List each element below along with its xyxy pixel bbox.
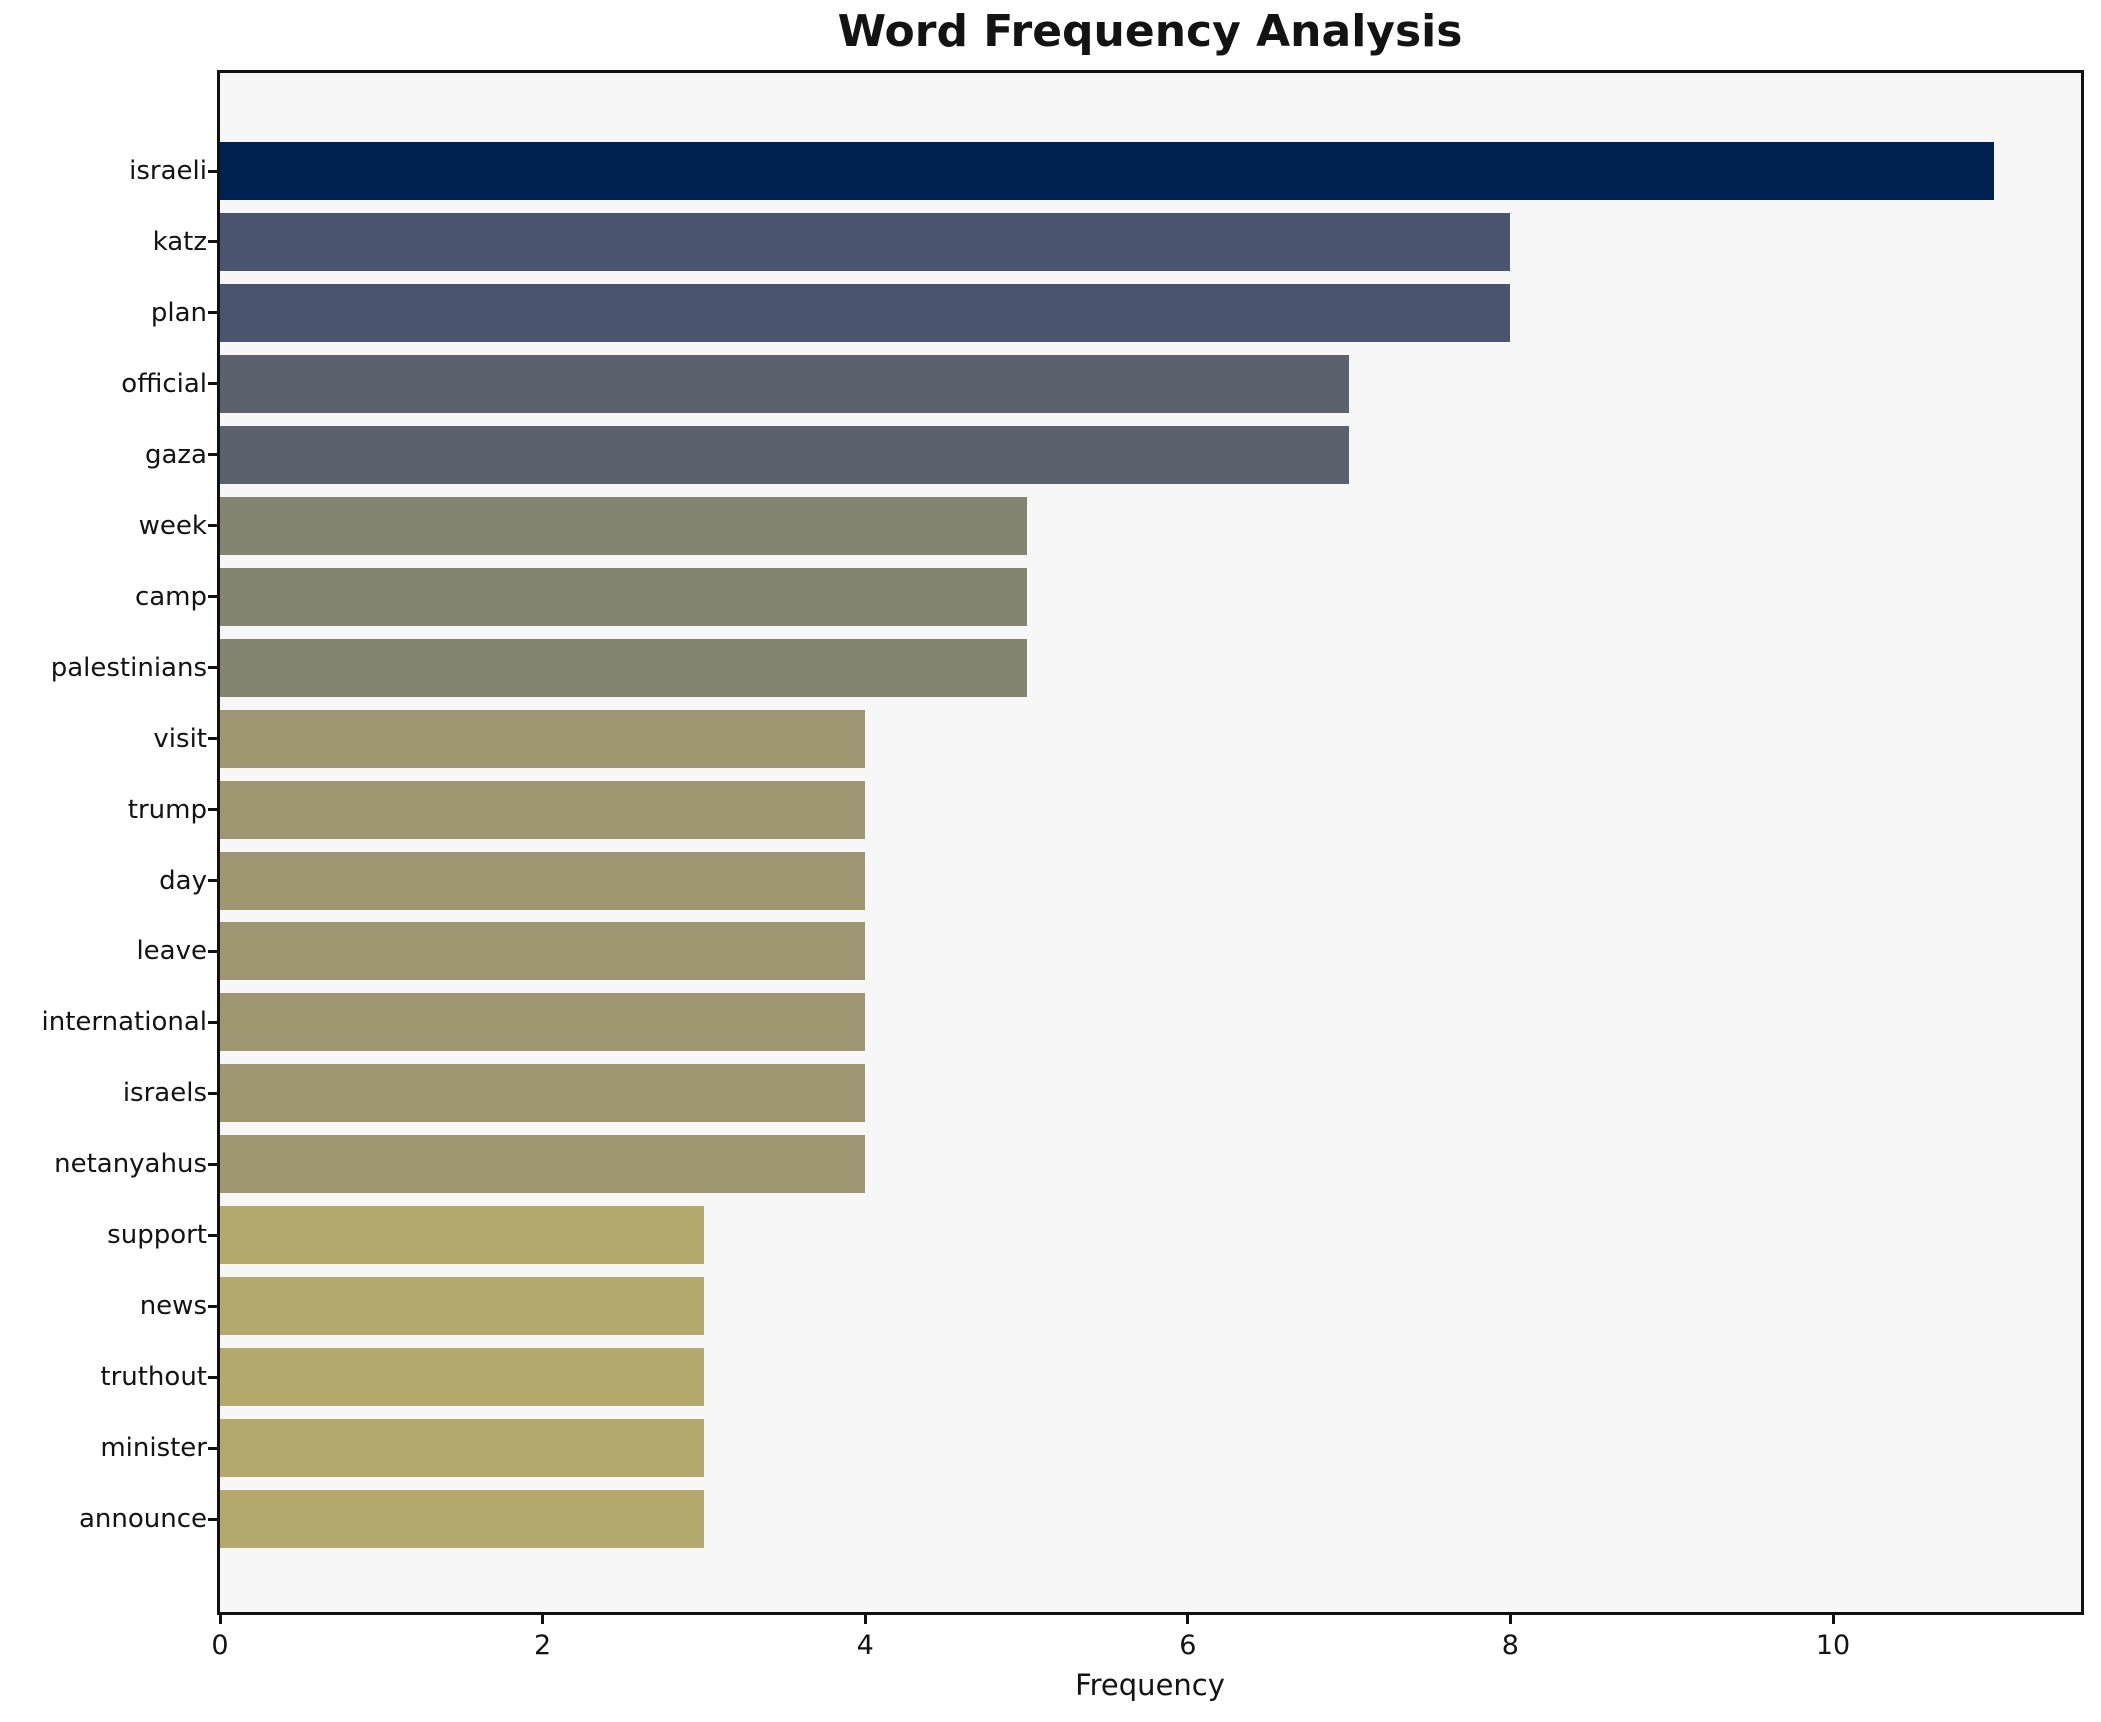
y-tick-mark <box>208 169 217 173</box>
y-tick-mark <box>208 453 217 457</box>
x-tick-mark <box>1186 1615 1190 1624</box>
bar-gaza <box>220 425 1350 484</box>
bar-minister <box>220 1419 704 1478</box>
bar-camp <box>220 567 1027 626</box>
bar-leave <box>220 922 866 981</box>
x-tick-label-0: 0 <box>211 1630 229 1661</box>
y-tick-label-katz: katz <box>152 226 207 257</box>
x-tick-label-6: 6 <box>1179 1630 1197 1661</box>
x-axis-title: Frequency <box>1075 1668 1225 1702</box>
bar-katz <box>220 212 1511 271</box>
y-tick-label-truthout: truthout <box>100 1362 207 1393</box>
x-tick-mark <box>863 1615 867 1624</box>
y-tick-mark <box>208 311 217 315</box>
x-tick-mark <box>541 1615 545 1624</box>
bar-visit <box>220 709 866 768</box>
bar-announce <box>220 1490 704 1549</box>
y-tick-mark <box>208 1233 217 1237</box>
y-tick-mark <box>208 1375 217 1379</box>
y-tick-mark <box>208 1517 217 1521</box>
y-tick-label-camp: camp <box>134 581 207 612</box>
bar-netanyahus <box>220 1135 866 1194</box>
y-tick-label-israels: israels <box>122 1078 207 1109</box>
bar-international <box>220 993 866 1052</box>
y-tick-mark <box>208 524 217 528</box>
y-tick-label-news: news <box>139 1291 207 1322</box>
y-tick-mark <box>208 737 217 741</box>
y-tick-mark <box>208 382 217 386</box>
y-tick-label-day: day <box>159 865 207 896</box>
y-tick-label-international: international <box>41 1007 208 1038</box>
y-tick-label-official: official <box>121 368 207 399</box>
bar-palestinians <box>220 638 1027 697</box>
y-tick-label-israeli: israeli <box>129 156 207 186</box>
y-tick-label-week: week <box>138 510 207 541</box>
chart-title: Word Frequency Analysis <box>837 6 1463 57</box>
bar-trump <box>220 780 866 839</box>
y-tick-label-plan: plan <box>150 297 207 328</box>
y-tick-mark <box>208 949 217 953</box>
bar-news <box>220 1277 704 1336</box>
x-tick-mark <box>1508 1615 1512 1624</box>
y-tick-mark <box>208 1162 217 1166</box>
y-tick-label-visit: visit <box>153 723 207 754</box>
y-tick-mark <box>208 1020 217 1024</box>
y-tick-label-support: support <box>107 1220 207 1251</box>
x-tick-mark <box>1831 1615 1835 1624</box>
y-tick-mark <box>208 1304 217 1308</box>
y-tick-label-netanyahus: netanyahus <box>54 1149 207 1180</box>
plot-area <box>217 70 2084 1615</box>
y-tick-label-palestinians: palestinians <box>50 652 207 683</box>
y-tick-label-minister: minister <box>100 1433 207 1464</box>
bar-israels <box>220 1064 866 1123</box>
x-tick-mark <box>218 1615 222 1624</box>
y-tick-label-trump: trump <box>127 794 207 825</box>
y-tick-mark <box>208 1446 217 1450</box>
y-tick-mark <box>208 240 217 244</box>
bar-week <box>220 496 1027 555</box>
y-tick-mark <box>208 879 217 882</box>
bar-day <box>220 851 866 910</box>
y-tick-mark <box>208 595 217 599</box>
x-tick-label-2: 2 <box>534 1630 552 1661</box>
bar-plan <box>220 283 1511 342</box>
x-tick-label-10: 10 <box>1815 1630 1851 1661</box>
y-tick-mark <box>208 1091 217 1095</box>
y-tick-label-gaza: gaza <box>144 439 207 470</box>
y-tick-label-leave: leave <box>136 936 207 967</box>
x-tick-label-8: 8 <box>1501 1630 1519 1661</box>
y-tick-label-announce: announce <box>78 1504 207 1535</box>
bar-truthout <box>220 1348 704 1407</box>
bar-israeli <box>220 142 1995 200</box>
y-tick-mark <box>208 808 217 812</box>
y-tick-mark <box>208 666 217 670</box>
x-tick-label-4: 4 <box>856 1630 874 1661</box>
bar-support <box>220 1206 704 1265</box>
bar-official <box>220 354 1350 413</box>
